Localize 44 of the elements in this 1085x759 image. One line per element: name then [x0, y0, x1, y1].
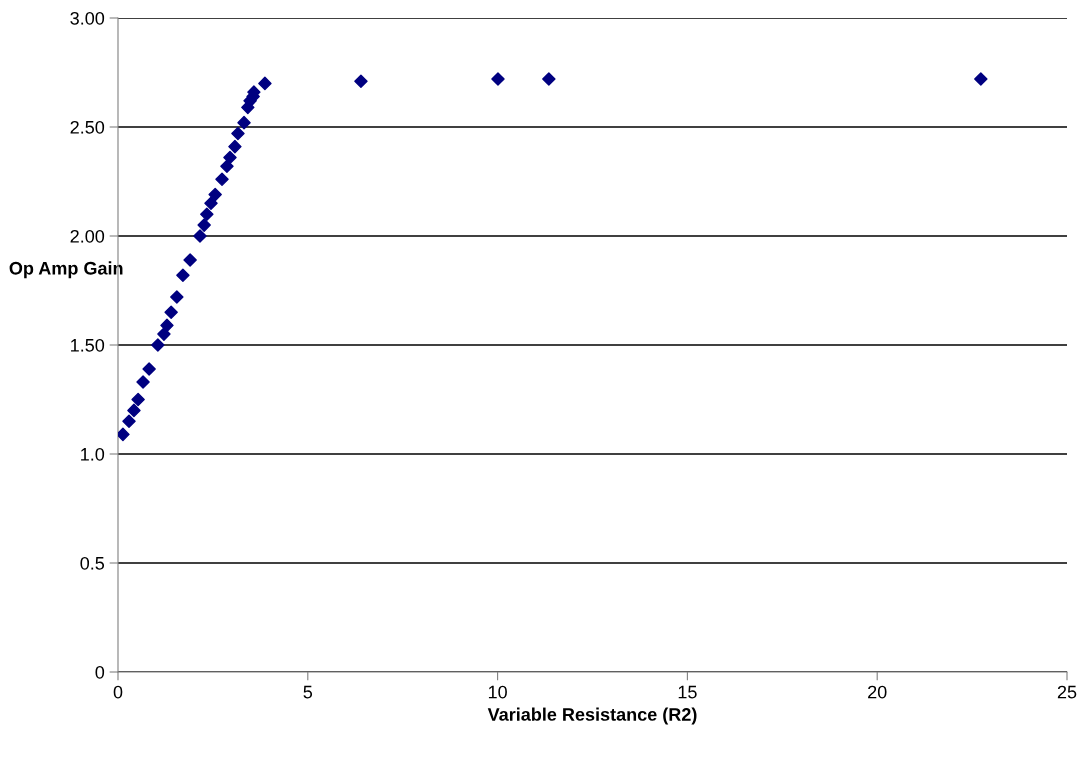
x-tick-label: 10: [488, 685, 507, 699]
point: [231, 126, 245, 141]
x-tick-label: 5: [303, 685, 313, 699]
point: [542, 72, 556, 86]
x-tick-label: 0: [113, 685, 123, 699]
point: [215, 172, 229, 187]
y-tick-label: 2.00: [70, 229, 105, 243]
point: [491, 72, 505, 86]
point: [220, 159, 234, 173]
point: [157, 327, 171, 341]
point: [237, 115, 251, 130]
point: [131, 392, 145, 407]
y-tick-label: 0: [95, 665, 105, 679]
x-axis-title: Variable Resistance (R2): [487, 707, 697, 725]
point: [204, 196, 218, 211]
x-tick-label: 20: [868, 685, 887, 699]
y-tick-label: 3.00: [70, 11, 105, 25]
x-tick-label: 15: [678, 685, 697, 699]
point: [176, 268, 190, 282]
point: [193, 229, 207, 243]
point: [228, 139, 242, 154]
point: [164, 305, 178, 320]
y-axis-title: Op Amp Gain: [9, 261, 123, 279]
y-tick-label: 2.50: [70, 120, 105, 134]
point: [200, 207, 214, 221]
point: [258, 76, 272, 91]
point: [974, 72, 988, 86]
point: [354, 74, 368, 88]
point: [142, 362, 156, 376]
y-tick-label: 0.5: [80, 556, 105, 570]
point: [208, 187, 222, 202]
point: [223, 150, 237, 165]
point: [118, 427, 130, 442]
point: [136, 375, 150, 389]
point: [151, 338, 165, 352]
point: [197, 218, 211, 232]
x-tick-label: 25: [1057, 685, 1077, 699]
point: [127, 403, 141, 418]
point: [183, 253, 197, 267]
y-tick-label: 1.50: [71, 338, 105, 352]
point: [170, 290, 184, 304]
y-tick-label: 1.0: [81, 447, 105, 461]
point: [122, 414, 136, 429]
point: [160, 318, 174, 333]
